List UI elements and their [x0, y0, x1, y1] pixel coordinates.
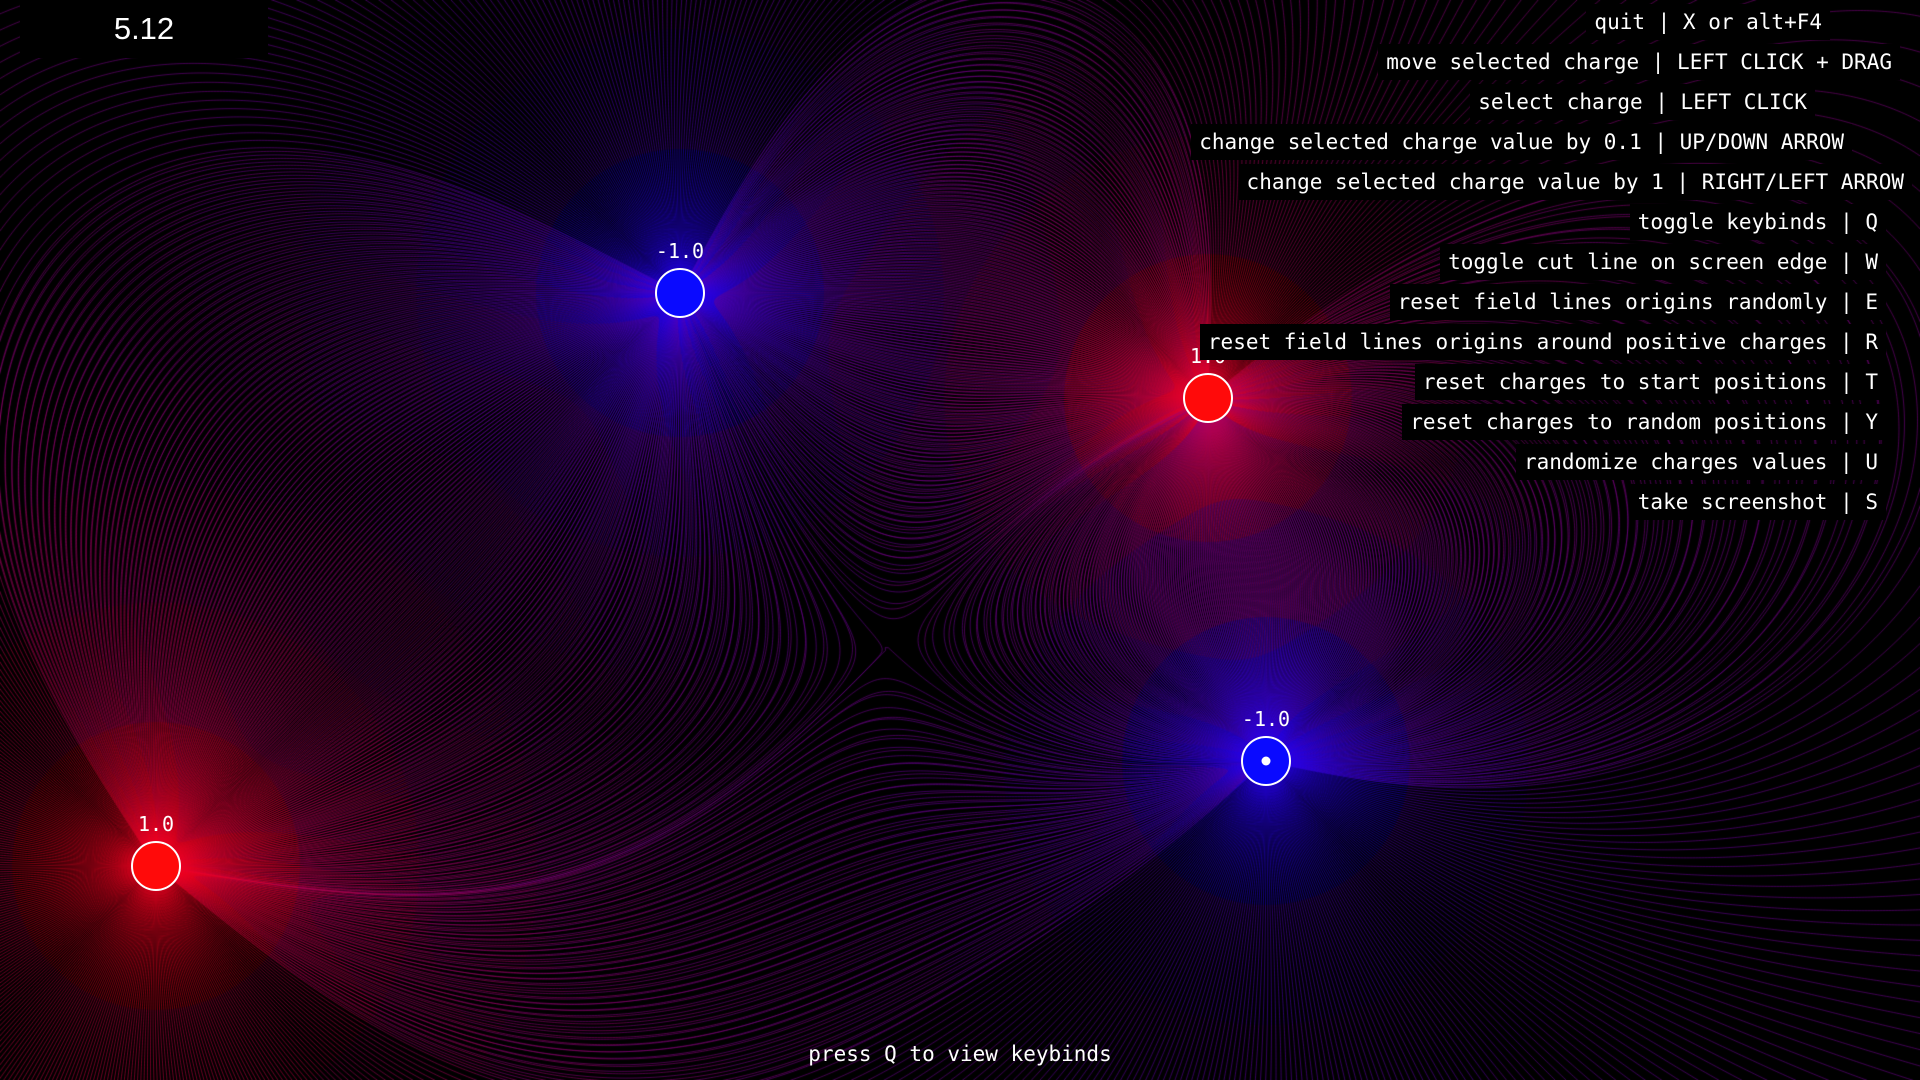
- keybind-row: move selected charge | LEFT CLICK + DRAG: [1378, 44, 1900, 80]
- negative-charge[interactable]: [655, 268, 705, 318]
- charge-value-label: 1.0: [137, 812, 175, 836]
- keybind-row: toggle keybinds | Q: [1629, 204, 1886, 240]
- keybind-row: select charge | LEFT CLICK: [1470, 84, 1815, 120]
- negative-charge[interactable]: [1241, 736, 1291, 786]
- keybind-row: reset field lines origins randomly | E: [1389, 284, 1886, 320]
- keybind-row: change selected charge value by 0.1 | UP…: [1191, 124, 1852, 160]
- fps-value: 5.12: [113, 11, 175, 46]
- keybind-row: reset field lines origins around positiv…: [1199, 324, 1886, 360]
- keybind-row: toggle cut line on screen edge | W: [1440, 244, 1886, 280]
- positive-charge[interactable]: [131, 841, 181, 891]
- keybind-row: reset charges to start positions | T: [1414, 364, 1886, 400]
- keybind-row: take screenshot | S: [1629, 484, 1886, 520]
- charge-value-label: -1.0: [655, 239, 705, 263]
- fps-counter: 5.12: [20, 0, 268, 58]
- positive-charge[interactable]: [1183, 373, 1233, 423]
- keybind-row: reset charges to random positions | Y: [1402, 404, 1886, 440]
- keybind-row: randomize charges values | U: [1515, 444, 1886, 480]
- keybind-row: change selected charge value by 1 | RIGH…: [1238, 164, 1912, 200]
- keybinds-hint: press Q to view keybinds: [808, 1042, 1112, 1066]
- selected-indicator-icon: [1261, 756, 1271, 766]
- charge-value-label: -1.0: [1241, 707, 1291, 731]
- keybind-row: quit | X or alt+F4: [1586, 4, 1830, 40]
